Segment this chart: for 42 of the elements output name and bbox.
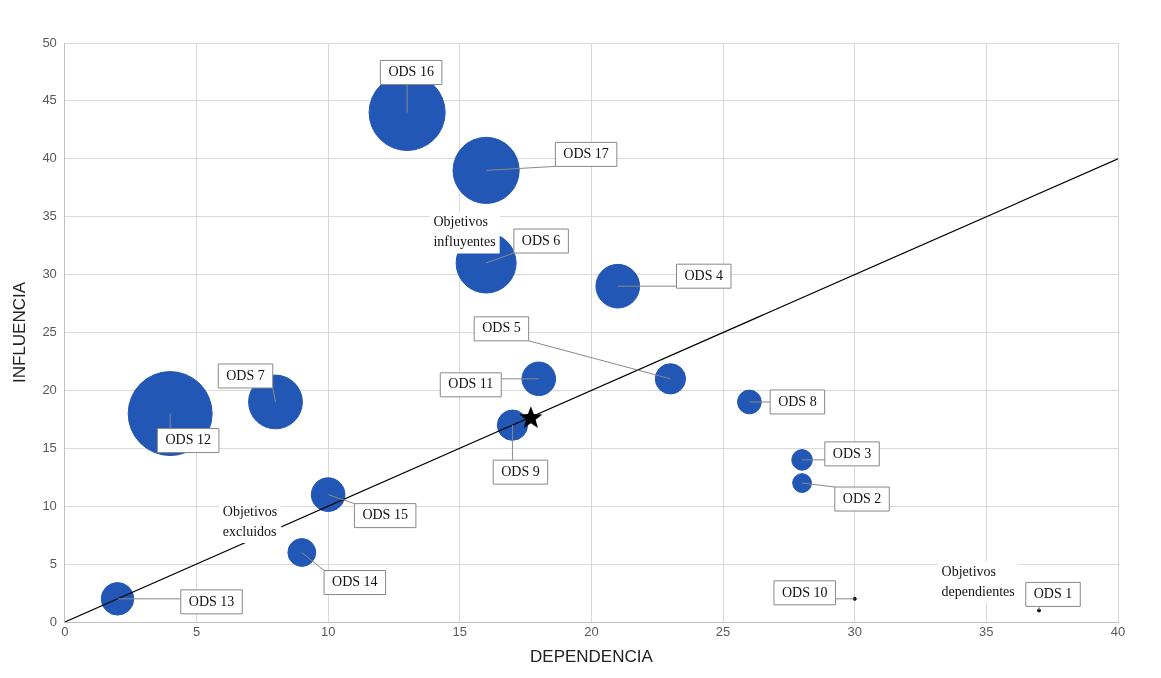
x-tick-label: 5 [192,624,201,640]
text: ODS 13 [188,593,235,609]
x-tick-label: 30 [847,624,862,640]
series-label: ODS 7 [226,367,265,383]
x-tick-label: 25 [715,624,731,640]
annotation: Objetivos dependientes [941,563,1015,599]
text: ODS 11 [448,376,494,392]
y-tick-label: 30 [42,266,57,282]
x-tick-label: 15 [452,624,468,640]
x-tick-label: 20 [584,624,599,640]
series-label: ODS 14 [332,574,378,590]
y-tick-label: 35 [42,208,57,224]
series-label: ODS 16 [388,64,434,80]
x-tick-label: 40 [1110,624,1126,640]
y-tick-label: 0 [49,613,57,629]
x-tick-label: 35 [979,624,994,640]
x-tick-label: 0 [61,624,69,640]
x-axis-title: DEPENDENCIA [530,647,654,667]
series-label: ODS 15 [362,507,408,523]
series-label: ODS 8 [778,393,817,409]
y-tick-label: 20 [42,381,57,397]
text: ODS 1 [1033,586,1073,602]
text: ODS 17 [563,146,609,162]
series-label: ODS 3 [832,445,872,461]
annotation: Objetivos excluidos [222,503,278,539]
x-tick-label: 10 [320,624,336,640]
y-tick-label: 50 [42,34,57,50]
annotation: Objetivos influyentes [433,214,496,250]
text: ODS 10 [781,584,828,600]
series-label: ODS 9 [501,463,540,479]
text: ODS 2 [842,490,882,506]
text: ODS 4 [684,267,724,283]
y-tick-label: 15 [42,439,57,455]
y-tick-label: 45 [42,92,57,108]
y-tick-label: 10 [42,497,57,513]
y-tick-label: 5 [49,555,57,571]
series-label: ODS 6 [521,232,561,248]
text: ODS 5 [482,320,521,336]
y-tick-label: 40 [42,150,57,166]
y-axis-title: INFLUENCIA [9,281,29,384]
series-label: ODS 12 [165,432,211,448]
y-tick-label: 25 [42,324,57,340]
